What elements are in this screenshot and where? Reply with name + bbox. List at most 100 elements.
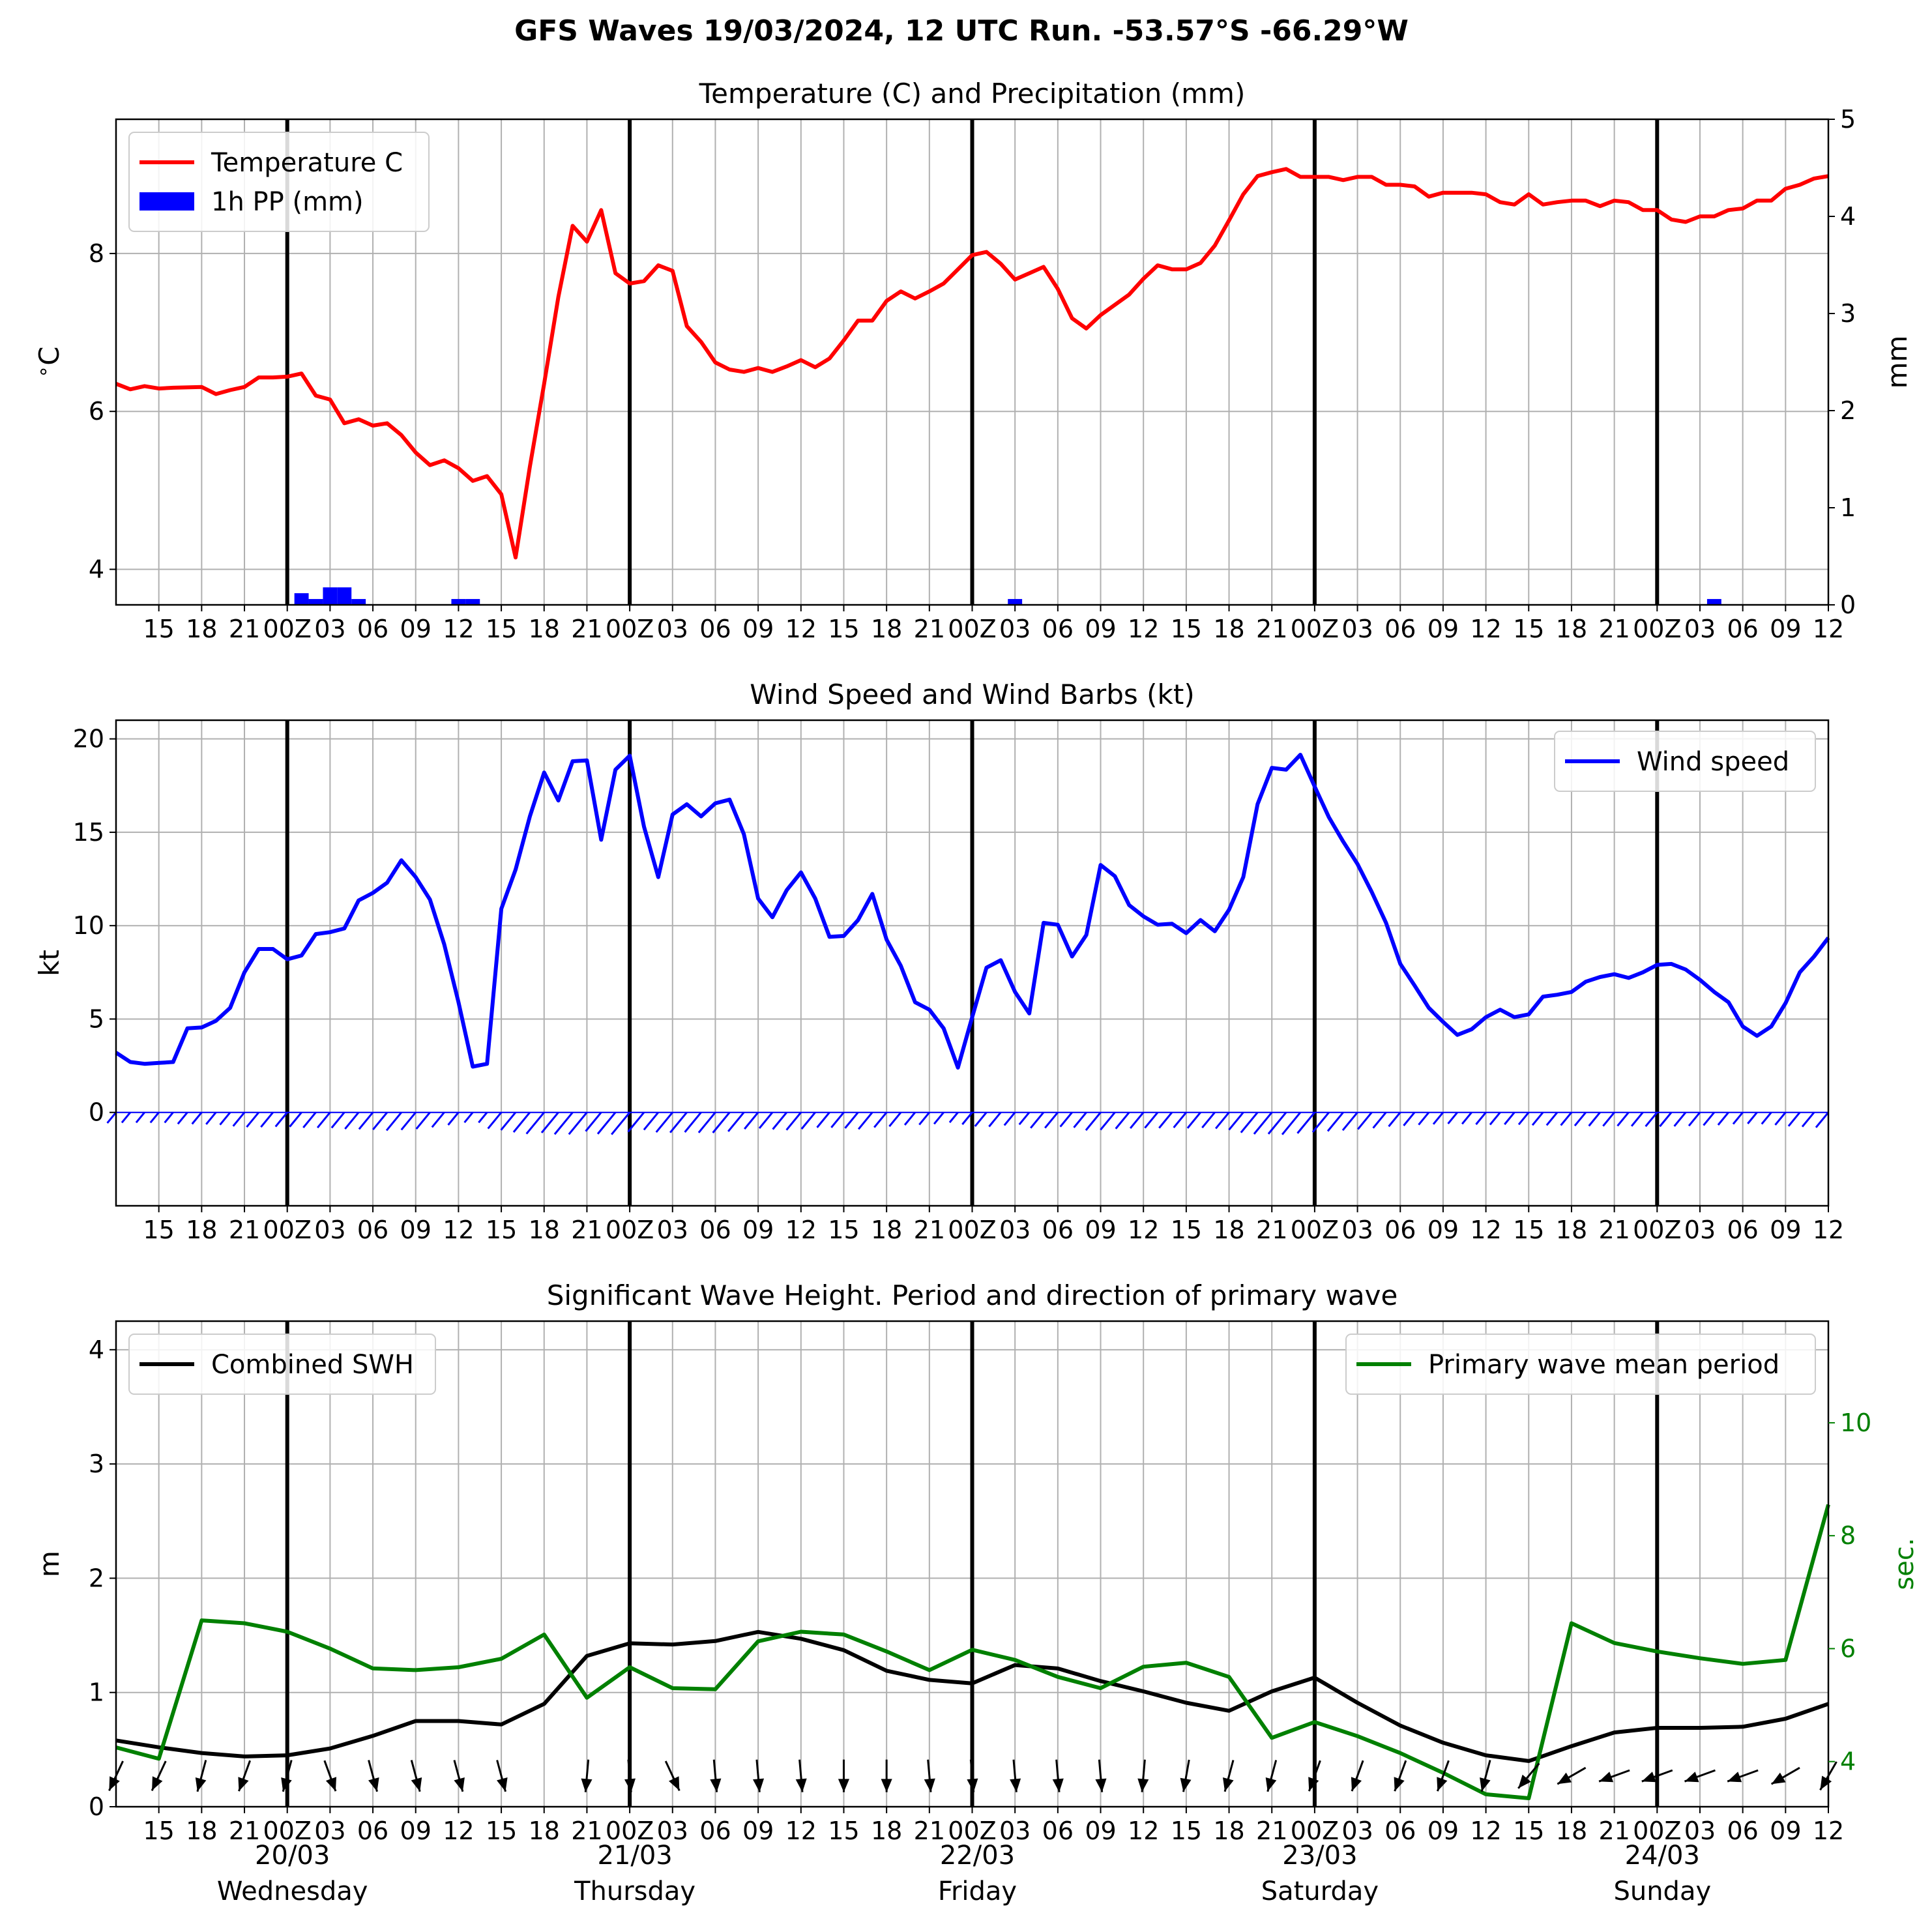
x-tick-label: 03 (657, 1817, 688, 1845)
temperature-line (115, 167, 1829, 560)
x-tick-label: 15 (1171, 1817, 1202, 1845)
wind-barb (1388, 1111, 1401, 1128)
arrow-head (1265, 1777, 1277, 1792)
temperature-ylabel-unit: C (33, 346, 65, 365)
arrow-head (109, 1776, 120, 1791)
wind-barb (1588, 1111, 1601, 1127)
y-tick-label: 20 (73, 725, 104, 753)
y-right-tick-label: 10 (1840, 1408, 1871, 1437)
wind-barb (611, 1111, 631, 1135)
wave-direction-arrow (1010, 1759, 1021, 1792)
wind-barb (744, 1111, 759, 1130)
wave-direction-arrow (924, 1759, 935, 1792)
arrow-head (881, 1779, 892, 1792)
wind-barb (1418, 1111, 1430, 1126)
wind-barb (260, 1111, 274, 1128)
x-tick-label: 00Z (263, 615, 312, 643)
x-tick-label: 03 (999, 615, 1031, 643)
swh-line (115, 1629, 1829, 1763)
wind-barb (1372, 1111, 1387, 1129)
wave-direction-arrow (624, 1759, 636, 1792)
wind-barb (888, 1111, 902, 1128)
wind-barb (1774, 1111, 1787, 1126)
arrow-head (669, 1776, 680, 1791)
wind-ticks: 15 18 21 00Z 03 06 09 12 15 18 21 00Z 03 06 09 12 15 18 21… (73, 725, 1845, 1244)
wind-barb (1215, 1111, 1230, 1130)
wind-barb (844, 1111, 859, 1129)
wind-barb (316, 1111, 331, 1129)
wind-barb (1688, 1111, 1701, 1127)
x-tick-label: 06 (1384, 1817, 1416, 1845)
wave-direction-arrow (1684, 1769, 1716, 1783)
day-date: 24/03 (1625, 1841, 1700, 1871)
wave-direction-arrow (453, 1760, 465, 1792)
temperature-panel: 15 18 21 00Z 03 06 09 12 15 18 21 00Z 03 06 09 12 15 18 21… (32, 78, 1913, 643)
wind-barb (1801, 1111, 1815, 1128)
x-tick-label: 21 (914, 615, 945, 643)
x-tick-label: 21 (1598, 615, 1630, 643)
wave-direction-arrow (410, 1760, 422, 1792)
x-tick-label: 03 (314, 1216, 345, 1244)
x-tick-label: 00Z (948, 1817, 996, 1845)
wind-barb (1253, 1111, 1273, 1135)
wind-barb (1326, 1111, 1344, 1132)
x-tick-label: 06 (1042, 1817, 1074, 1845)
wind-barb (655, 1111, 673, 1133)
wave-direction-arrow (1308, 1760, 1321, 1792)
x-tick-label: 09 (742, 615, 774, 643)
x-tick-label: 09 (1427, 615, 1459, 643)
y-tick-label: 5 (89, 1004, 104, 1033)
x-tick-label: 09 (742, 1216, 774, 1244)
wind-barb (669, 1111, 688, 1133)
wind-barb (1018, 1111, 1031, 1126)
y-tick-label: 10 (73, 911, 104, 940)
x-tick-label: 12 (785, 615, 817, 643)
wave-direction-arrow (581, 1759, 593, 1792)
x-tick-label: 06 (699, 615, 731, 643)
precip-bar (337, 587, 352, 605)
wind-barb (302, 1111, 317, 1128)
x-tick-label: 03 (1341, 1817, 1373, 1845)
x-tick-label: 12 (1470, 1817, 1501, 1845)
wind-barb (627, 1111, 645, 1133)
legend-box (1554, 731, 1816, 792)
wind-barb (974, 1111, 988, 1127)
y-right-tick-label: 0 (1840, 591, 1856, 619)
arrow-head (195, 1777, 207, 1792)
arrow-head (411, 1777, 422, 1792)
wave-grid (116, 1321, 1829, 1807)
y-right-tick-label: 4 (1840, 202, 1856, 231)
x-tick-label: 21 (1256, 1216, 1287, 1244)
wind-barb (358, 1111, 374, 1130)
wave-legend: Combined SWH Primary wave mean period (128, 1334, 1816, 1395)
y-right-tick-label: 4 (1840, 1747, 1856, 1776)
wind-barb (500, 1111, 517, 1131)
x-tick-label: 15 (1171, 615, 1202, 643)
arrow-head (1095, 1778, 1107, 1792)
wave-panel-title: Significant Wave Height. Period and dire… (547, 1279, 1398, 1311)
wind-barb (1732, 1111, 1744, 1125)
wind-barb (1673, 1111, 1687, 1127)
x-tick-label: 18 (529, 1817, 560, 1845)
x-tick-label: 00Z (1291, 1817, 1339, 1845)
x-tick-label: 18 (186, 1817, 217, 1845)
x-tick-label: 15 (1171, 1216, 1202, 1244)
wave-direction-arrow (967, 1759, 978, 1792)
x-tick-label: 12 (785, 1216, 817, 1244)
x-tick-label: 06 (1384, 615, 1416, 643)
legend-label: Wind speed (1637, 747, 1789, 777)
x-tick-label: 18 (1213, 615, 1244, 643)
wind-barb (1602, 1111, 1615, 1127)
wave-direction-arrow (1180, 1759, 1192, 1792)
wind-barb (447, 1111, 460, 1126)
wind-barb (1228, 1111, 1244, 1131)
wind-barb (191, 1111, 203, 1125)
precip-bar (308, 599, 323, 605)
x-tick-label: 21 (571, 1216, 602, 1244)
x-tick-label: 06 (699, 1216, 731, 1244)
day-date: 20/03 (255, 1841, 330, 1871)
arrow-head (967, 1778, 978, 1792)
legend-box (128, 1334, 436, 1395)
x-tick-label: 03 (1341, 615, 1373, 643)
x-tick-label: 18 (186, 1216, 217, 1244)
